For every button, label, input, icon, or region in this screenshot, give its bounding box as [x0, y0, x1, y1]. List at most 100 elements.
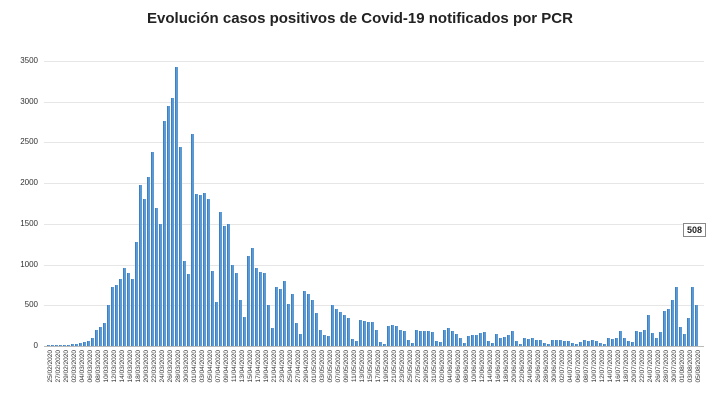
bar — [115, 284, 118, 346]
bar — [579, 341, 582, 346]
bar — [555, 339, 558, 346]
bar — [447, 328, 450, 346]
bar — [547, 343, 550, 346]
bar — [227, 223, 230, 346]
x-tick-label: 02/03/2020 — [71, 350, 78, 383]
x-tick-label: 01/08/2020 — [679, 350, 686, 383]
bar — [351, 338, 354, 346]
x-tick-label: 29/04/2020 — [303, 350, 310, 383]
x-tick-label: 17/05/2020 — [375, 350, 382, 383]
bar — [123, 267, 126, 346]
x-tick-label: 12/07/2020 — [599, 350, 606, 383]
bar — [603, 344, 606, 346]
x-tick-label: 09/05/2020 — [343, 350, 350, 383]
x-tick-label: 27/05/2020 — [415, 350, 422, 383]
bar — [155, 207, 158, 346]
gridline — [44, 101, 704, 103]
bar — [67, 344, 70, 346]
x-tick-label: 08/06/2020 — [463, 350, 470, 383]
gridline — [44, 223, 704, 225]
x-tick-label: 04/07/2020 — [567, 350, 574, 383]
bar — [203, 192, 206, 346]
bar — [599, 342, 602, 346]
bar — [99, 327, 102, 346]
x-tick-label: 28/03/2020 — [175, 350, 182, 383]
bar — [551, 339, 554, 346]
x-tick-label: 29/02/2020 — [63, 350, 70, 383]
bar — [207, 199, 210, 346]
bar — [287, 303, 290, 346]
bar — [443, 329, 446, 346]
bar — [291, 293, 294, 346]
gridline — [44, 61, 704, 62]
bar — [323, 334, 326, 346]
bar — [243, 316, 246, 346]
bar — [647, 315, 650, 346]
bar — [47, 345, 50, 346]
bar — [659, 332, 662, 346]
bar — [347, 317, 350, 346]
bar — [535, 339, 538, 346]
bar — [83, 342, 86, 346]
bar — [567, 341, 570, 346]
x-tick-label: 16/03/2020 — [127, 350, 134, 383]
bar — [279, 289, 282, 346]
x-tick-label: 16/06/2020 — [495, 350, 502, 383]
x-tick-label: 20/03/2020 — [143, 350, 150, 383]
bar — [159, 223, 162, 346]
bar — [403, 330, 406, 346]
bar — [91, 337, 94, 346]
bar — [611, 338, 614, 346]
bar — [519, 343, 522, 346]
bar — [671, 300, 674, 346]
bar — [615, 337, 618, 346]
y-tick-label: 500 — [24, 300, 38, 310]
bar — [387, 325, 390, 346]
x-tick-label: 25/04/2020 — [287, 350, 294, 383]
x-tick-label: 09/04/2020 — [223, 350, 230, 383]
bar — [251, 248, 254, 346]
x-tick-label: 20/07/2020 — [631, 350, 638, 383]
x-tick-label: 24/03/2020 — [159, 350, 166, 383]
bar — [51, 345, 54, 346]
x-tick-label: 25/05/2020 — [407, 350, 414, 383]
x-tick-label: 18/03/2020 — [135, 350, 142, 383]
bar — [231, 264, 234, 346]
bar — [219, 211, 222, 346]
bar — [391, 324, 394, 346]
bar — [131, 279, 134, 346]
x-tick-label: 31/05/2020 — [431, 350, 438, 383]
bar — [183, 261, 186, 346]
x-tick-label: 25/02/2020 — [47, 350, 54, 383]
x-tick-label: 14/06/2020 — [487, 350, 494, 383]
bar — [487, 341, 490, 346]
x-axis-line — [44, 346, 704, 347]
bar — [591, 340, 594, 346]
x-tick-label: 16/07/2020 — [615, 350, 622, 383]
x-tick-label: 22/07/2020 — [639, 350, 646, 383]
bar — [71, 344, 74, 346]
x-tick-label: 27/02/2020 — [55, 350, 62, 383]
x-tick-label: 30/03/2020 — [183, 350, 190, 383]
bar — [315, 313, 318, 346]
bar — [75, 343, 78, 346]
y-tick-label: 1000 — [20, 259, 38, 269]
chart-title: Evolución casos positivos de Covid-19 no… — [147, 10, 573, 27]
bar — [259, 271, 262, 346]
bar — [383, 343, 386, 346]
x-tick-label: 11/05/2020 — [351, 350, 358, 383]
bar — [375, 329, 378, 346]
bar — [399, 329, 402, 346]
x-tick-label: 24/06/2020 — [527, 350, 534, 383]
x-tick-label: 04/03/2020 — [79, 350, 86, 383]
bar — [435, 341, 438, 346]
x-tick-label: 02/06/2020 — [439, 350, 446, 383]
bar — [271, 328, 274, 346]
bar — [175, 66, 178, 346]
bar — [687, 317, 690, 346]
x-tick-label: 21/04/2020 — [271, 350, 278, 383]
x-tick-label: 28/06/2020 — [543, 350, 550, 383]
x-tick-label: 30/07/2020 — [671, 350, 678, 383]
bar — [303, 290, 306, 346]
bar — [283, 280, 286, 346]
